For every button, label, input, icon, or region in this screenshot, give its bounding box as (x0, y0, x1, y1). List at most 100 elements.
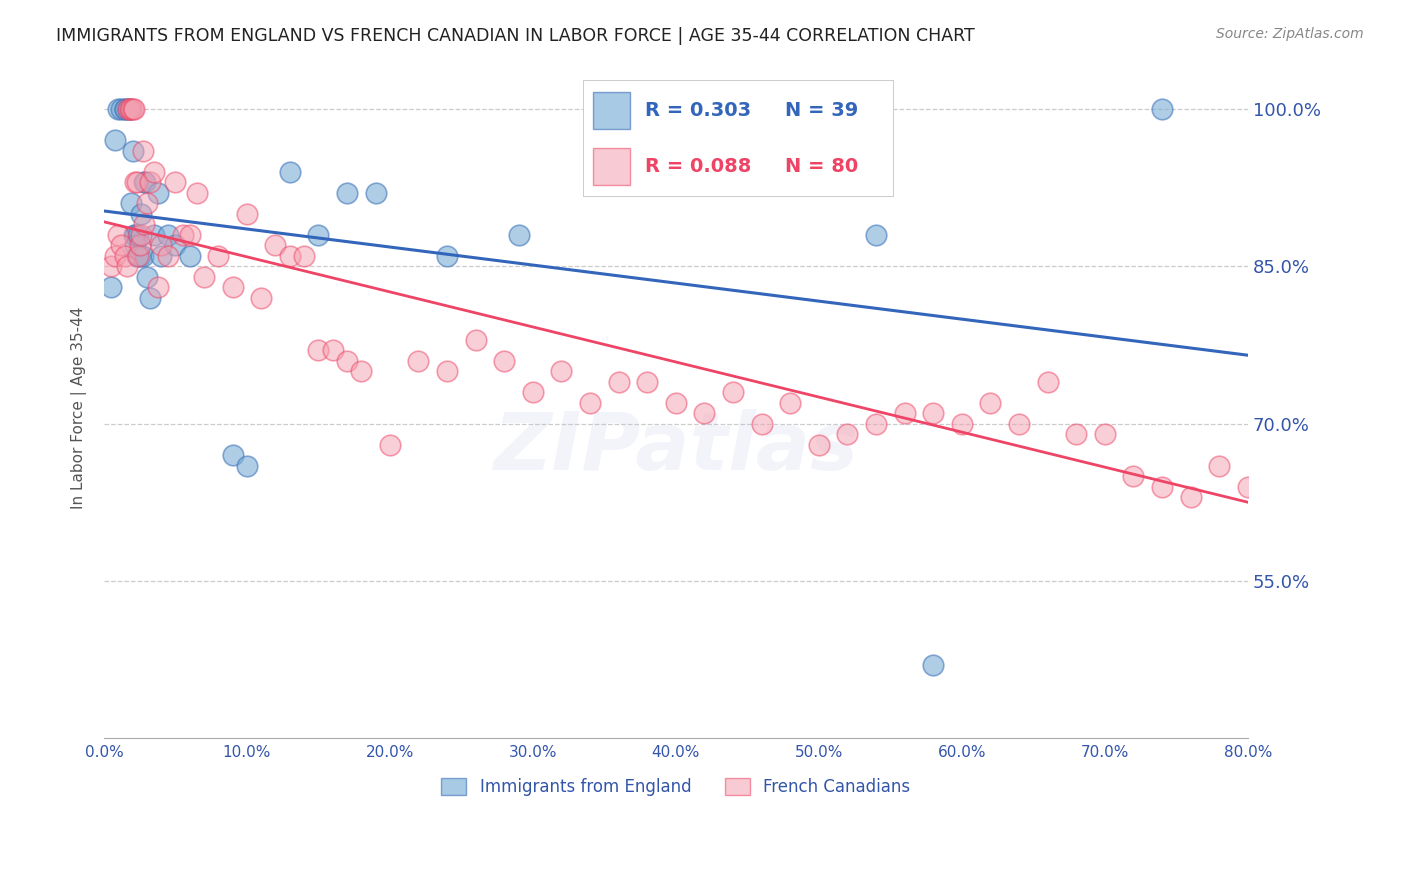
Point (114, 102, 136, 116)
Point (1379, 522, 1402, 536)
Point (264, 238, 287, 252)
Point (721, 385, 744, 400)
Point (117, 102, 139, 116)
Point (138, 291, 160, 305)
Point (751, 417, 773, 431)
Point (179, 227, 201, 242)
Text: R = 0.088: R = 0.088 (645, 157, 752, 176)
Point (950, 417, 973, 431)
Point (278, 165, 301, 179)
Point (322, 343, 344, 358)
Text: IMMIGRANTS FROM ENGLAND VS FRENCH CANADIAN IN LABOR FORCE | AGE 35-44 CORRELATIO: IMMIGRANTS FROM ENGLAND VS FRENCH CANADI… (56, 27, 974, 45)
Point (307, 343, 329, 358)
Point (122, 227, 145, 242)
Point (522, 385, 544, 400)
Point (120, 102, 142, 116)
Point (179, 249, 201, 263)
Point (236, 458, 259, 473)
Point (131, 249, 153, 263)
Point (135, 196, 157, 211)
Point (118, 102, 141, 116)
Point (336, 186, 359, 200)
Point (115, 260, 138, 274)
Text: N = 80: N = 80 (785, 157, 858, 176)
Point (157, 227, 180, 242)
Point (157, 249, 180, 263)
Point (893, 406, 915, 420)
Point (114, 249, 136, 263)
Point (193, 269, 215, 284)
Point (665, 395, 688, 409)
Point (779, 395, 801, 409)
Point (117, 102, 139, 116)
Point (125, 175, 148, 189)
Point (807, 437, 830, 451)
Point (837, 427, 859, 442)
Point (292, 249, 315, 263)
Bar (593, 92, 630, 129)
Point (120, 196, 142, 211)
Point (132, 217, 155, 231)
Point (1064, 427, 1087, 442)
Point (165, 238, 187, 252)
Point (107, 227, 129, 242)
Point (1237, 480, 1260, 494)
Text: N = 39: N = 39 (785, 101, 858, 120)
Point (221, 448, 243, 462)
Point (378, 437, 401, 451)
Point (150, 249, 173, 263)
Point (165, 175, 187, 189)
Point (100, 260, 122, 274)
Point (121, 102, 143, 116)
Point (129, 227, 152, 242)
Point (132, 175, 155, 189)
Point (142, 227, 165, 242)
Point (436, 364, 458, 378)
Point (121, 144, 143, 158)
Point (150, 238, 173, 252)
Point (104, 133, 127, 147)
Point (135, 269, 157, 284)
Point (110, 102, 132, 116)
Point (636, 375, 658, 389)
Point (114, 102, 136, 116)
Point (350, 364, 373, 378)
Point (124, 227, 146, 242)
Point (250, 291, 273, 305)
Point (464, 333, 486, 347)
Point (364, 186, 387, 200)
Point (221, 280, 243, 294)
Point (607, 375, 630, 389)
Point (579, 395, 602, 409)
Point (134, 175, 156, 189)
Point (100, 280, 122, 294)
Text: ZIPatlas: ZIPatlas (494, 409, 859, 487)
Point (122, 102, 145, 116)
Point (104, 249, 127, 263)
Point (148, 186, 170, 200)
Point (124, 175, 146, 189)
Point (494, 353, 516, 368)
Point (207, 249, 229, 263)
Point (922, 406, 945, 420)
Point (508, 227, 530, 242)
Point (125, 249, 148, 263)
Point (865, 227, 887, 242)
Point (979, 395, 1001, 409)
Point (550, 364, 572, 378)
Point (1351, 469, 1374, 483)
Point (1150, 102, 1173, 116)
Point (307, 227, 329, 242)
Point (1036, 375, 1059, 389)
Text: R = 0.303: R = 0.303 (645, 101, 751, 120)
Point (1094, 427, 1116, 442)
Point (1180, 490, 1202, 504)
Point (922, 657, 945, 672)
Point (124, 238, 146, 252)
Point (408, 353, 430, 368)
Point (693, 406, 716, 420)
Point (127, 249, 149, 263)
Point (1294, 437, 1316, 451)
Point (127, 227, 149, 242)
Legend: Immigrants from England, French Canadians: Immigrants from England, French Canadian… (434, 772, 917, 803)
